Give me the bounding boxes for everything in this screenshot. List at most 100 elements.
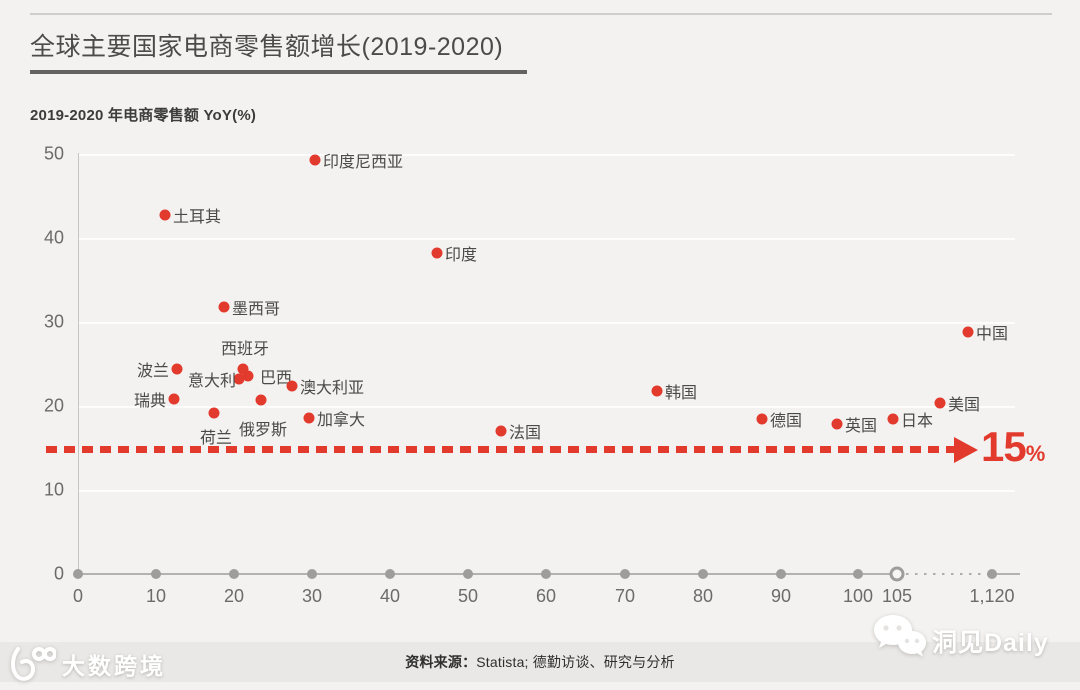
data-point-dot — [208, 407, 220, 419]
dongjian-daily-text: 洞见Daily — [932, 629, 1049, 657]
data-point-label: 印度尼西亚 — [323, 154, 404, 171]
data-point-dot — [218, 301, 230, 313]
x-tick-dot-80 — [698, 569, 708, 579]
x-axis-line-solid — [78, 573, 897, 575]
x-tick-30: 30 — [301, 586, 323, 606]
data-point-label: 俄罗斯 — [238, 422, 288, 439]
data-point-dot — [309, 154, 321, 166]
dashukuajing-logo-text: 大数跨境 — [62, 653, 166, 679]
x-tick-70: 70 — [614, 586, 636, 606]
x-tick-dot-70 — [620, 569, 630, 579]
dongjian-daily-logo: 洞见Daily — [872, 613, 1049, 659]
data-point-dot — [286, 380, 298, 392]
source-text: Statista; 德勤访谈、研究与分析 — [476, 654, 675, 670]
y-tick-30: 30 — [43, 311, 64, 332]
y-tick-50: 50 — [43, 143, 64, 164]
x-tick-dot-40 — [385, 569, 395, 579]
page-title: 全球主要国家电商零售额增长(2019-2020) — [30, 33, 504, 61]
x-tick-20: 20 — [223, 586, 245, 606]
x-tick-90: 90 — [770, 586, 792, 606]
x-tick-dot-1,120 — [987, 569, 997, 579]
data-point-label: 波兰 — [136, 363, 169, 380]
y-axis-line — [78, 153, 79, 575]
x-tick-105: 105 — [881, 586, 913, 606]
data-point-label: 美国 — [948, 397, 981, 414]
data-point-label: 英国 — [845, 418, 878, 435]
data-point-dot — [255, 394, 267, 406]
y-tick-20: 20 — [43, 395, 64, 416]
data-point-dot — [242, 370, 254, 382]
x-tick-10: 10 — [145, 586, 167, 606]
plot-area: 15% 0 10 20 30 40 50 0 10 20 30 40 50 60 70 80 90 100 105… — [43, 143, 1046, 607]
x-tick-dot-0 — [73, 569, 83, 579]
data-point-dot — [168, 393, 180, 405]
wechat-icon — [874, 615, 926, 657]
x-tick-0: 0 — [72, 586, 84, 606]
data-point-label: 中国 — [976, 326, 1009, 343]
x-tick-dot-90 — [776, 569, 786, 579]
data-point-dot — [651, 385, 663, 397]
data-point-dot — [756, 413, 768, 425]
data-point-label: 加拿大 — [317, 412, 366, 429]
y-tick-10: 10 — [43, 479, 64, 500]
gridline-y-20 — [79, 406, 1015, 408]
data-point-label: 印度 — [445, 247, 478, 264]
x-tick-dot-50 — [463, 569, 473, 579]
gridline-y-50 — [79, 154, 1015, 156]
data-point-dot — [934, 397, 946, 409]
title-underline — [30, 70, 527, 74]
x-tick-dot-10 — [151, 569, 161, 579]
x-tick-dot-20 — [229, 569, 239, 579]
data-point-dot — [831, 418, 843, 430]
x-tick-dot-60 — [541, 569, 551, 579]
x-tick-60: 60 — [535, 586, 557, 606]
data-point-label: 瑞典 — [133, 393, 166, 410]
x-tick-dot-100 — [853, 569, 863, 579]
data-point-dot — [233, 373, 245, 385]
source-label: 资料来源： — [405, 654, 477, 670]
x-tick-50: 50 — [457, 586, 479, 606]
gridline-y-30 — [79, 322, 1015, 324]
target-value: 15 — [981, 423, 1027, 470]
data-point-label: 土耳其 — [173, 209, 222, 226]
gridline-y-10 — [79, 490, 1015, 492]
dashukuajing-logo-icon — [11, 647, 56, 681]
y-tick-40: 40 — [43, 227, 64, 248]
data-point-dot — [237, 363, 249, 375]
x-tick-1,120: 1,120 — [969, 586, 1015, 606]
data-point-dot — [303, 412, 315, 424]
footer-band — [0, 642, 1080, 682]
source-line: 资料来源：Statista; 德勤访谈、研究与分析 — [0, 652, 1080, 672]
data-point-dot — [962, 326, 974, 338]
data-point-dot — [431, 247, 443, 259]
x-tick-80: 80 — [692, 586, 714, 606]
dashukuajing-logo: 大数跨境 — [8, 645, 166, 683]
x-axis-line-end — [992, 573, 1020, 575]
gridline-y-40 — [79, 238, 1015, 240]
y-tick-0: 0 — [53, 563, 64, 584]
data-point-label: 巴西 — [260, 370, 293, 387]
data-point-label: 西班牙 — [220, 341, 270, 358]
data-point-label: 德国 — [770, 413, 803, 430]
target-label: 15% — [981, 426, 1046, 468]
data-point-dot — [171, 363, 183, 375]
data-point-label: 荷兰 — [199, 430, 233, 447]
x-axis-break-dotted — [897, 573, 992, 575]
data-point-dot — [887, 413, 899, 425]
data-point-label: 韩国 — [665, 385, 698, 402]
data-point-label: 法国 — [509, 425, 542, 442]
x-tick-dot-105 — [889, 566, 905, 582]
y-axis-title: 2019-2020 年电商零售额 YoY(%) — [30, 107, 257, 124]
x-tick-dot-30 — [307, 569, 317, 579]
data-point-label: 意大利 — [187, 373, 236, 390]
x-tick-40: 40 — [379, 586, 401, 606]
data-point-dot — [159, 209, 171, 221]
data-point-label: 墨西哥 — [232, 301, 281, 318]
data-point-dot — [495, 425, 507, 437]
top-divider — [30, 13, 1052, 15]
data-point-label: 日本 — [901, 413, 934, 430]
x-tick-100: 100 — [842, 586, 874, 606]
target-arrow-icon — [954, 437, 978, 463]
target-unit: % — [1025, 441, 1046, 466]
